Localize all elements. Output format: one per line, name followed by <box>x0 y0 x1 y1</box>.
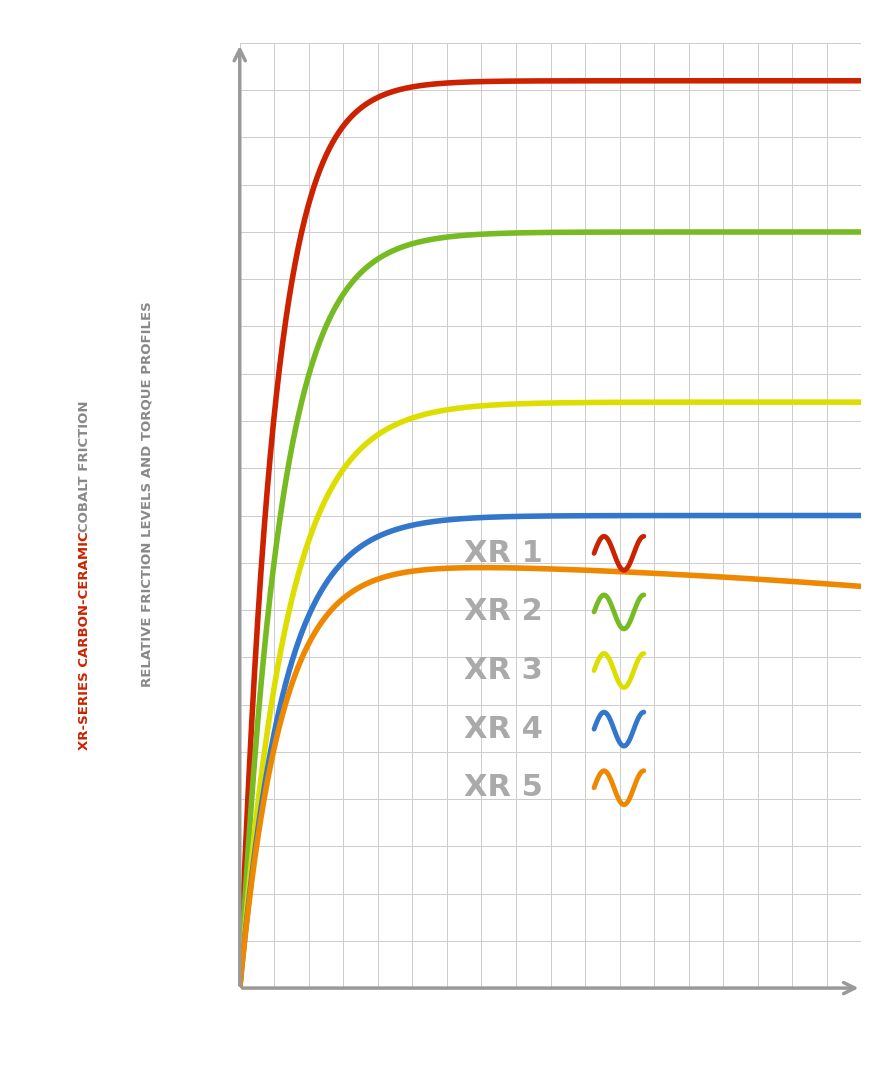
Text: XR 2: XR 2 <box>464 597 543 626</box>
Text: XR 3: XR 3 <box>464 656 543 685</box>
Text: COBALT FRICTION: COBALT FRICTION <box>78 395 91 532</box>
Text: XR 1: XR 1 <box>464 539 543 568</box>
Text: RELATIVE FRICTION LEVELS AND TORQUE PROFILES: RELATIVE FRICTION LEVELS AND TORQUE PROF… <box>140 301 153 687</box>
Text: XR 4: XR 4 <box>464 714 543 743</box>
Text: XR-SERIES CARBON-CERAMIC: XR-SERIES CARBON-CERAMIC <box>78 532 91 751</box>
Text: XR 5: XR 5 <box>464 773 543 802</box>
